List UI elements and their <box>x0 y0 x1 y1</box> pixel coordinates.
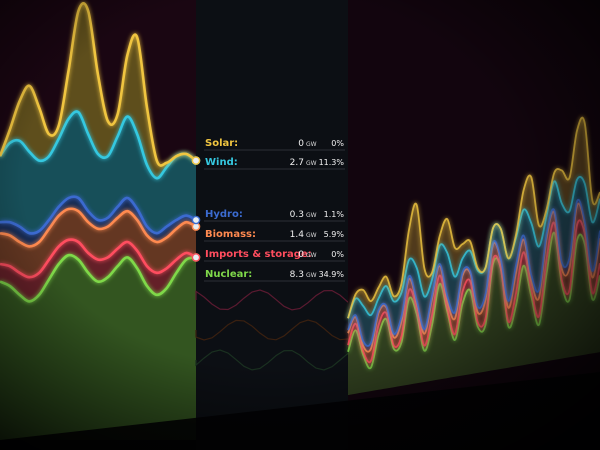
chart-stage: Solar:0GW0%Wind:2.7GW11.3%Hydro:0.3GW1.1… <box>0 0 600 450</box>
vignette <box>0 0 600 450</box>
stacked-area-chart: Solar:0GW0%Wind:2.7GW11.3%Hydro:0.3GW1.1… <box>0 0 600 450</box>
